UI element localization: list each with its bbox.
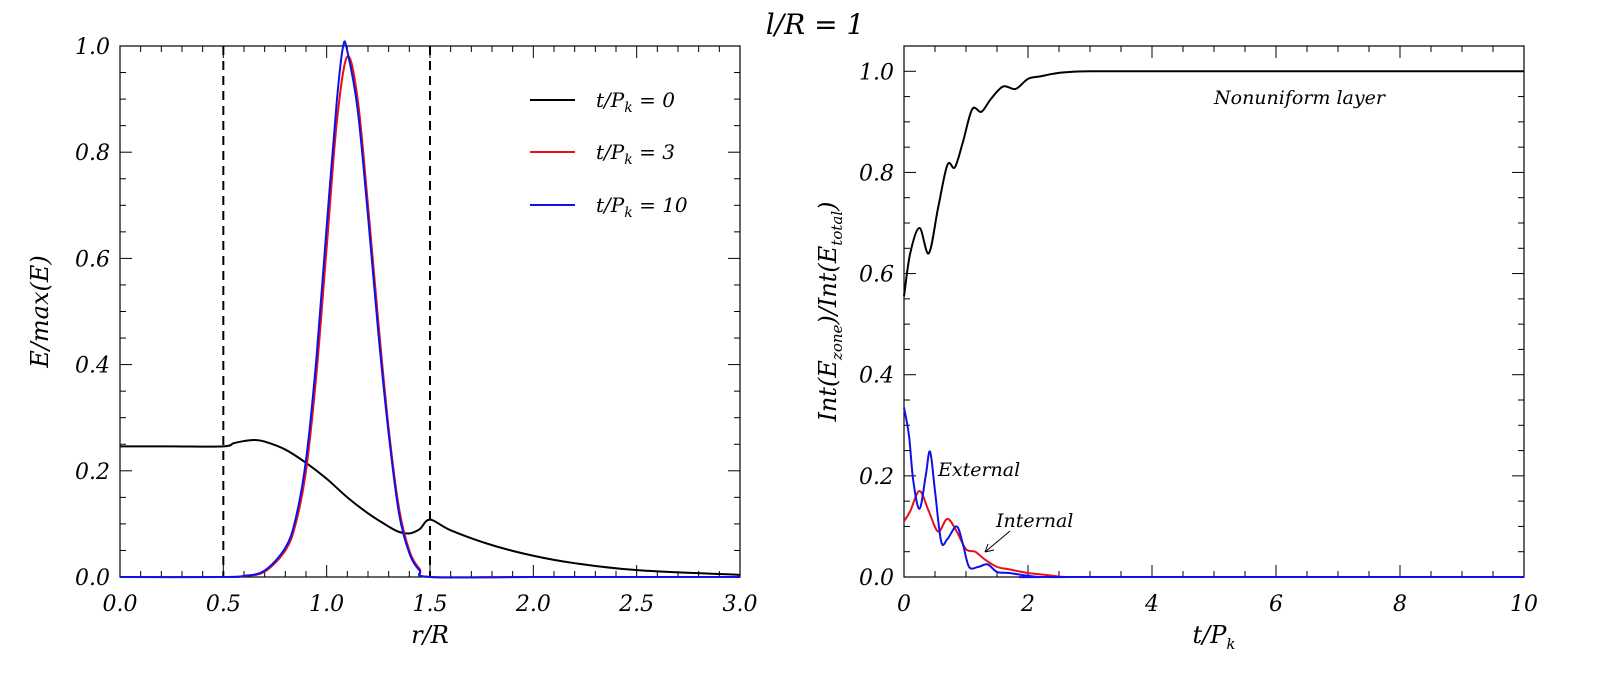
annotation-arrowhead (984, 543, 995, 553)
series-line-2 (903, 407, 1524, 579)
x-tick-label: 1.5 (413, 592, 448, 617)
legend-label: t/Pk = 10 (596, 193, 688, 221)
x-tick-label: 2 (1020, 592, 1035, 617)
y-tick-label: 0.8 (859, 161, 894, 186)
annotation-label: External (937, 459, 1020, 481)
series-line-1 (903, 490, 1524, 579)
legend-label: t/Pk = 3 (596, 140, 675, 168)
x-tick-label: 6 (1269, 592, 1283, 617)
x-axis-label: t/Pk (1193, 621, 1236, 653)
series-line-1 (119, 55, 740, 579)
annotation-arrow (984, 530, 1011, 553)
x-tick-label: 0.5 (206, 592, 241, 617)
y-tick-label: 1.0 (859, 60, 894, 85)
x-tick-label: 0.0 (103, 592, 138, 617)
y-axis-label: E/max(E) (26, 255, 54, 368)
x-tick-label: 4 (1144, 592, 1159, 617)
series-line-0 (903, 70, 1524, 297)
annotation-label: Nonuniform layer (1213, 87, 1387, 109)
right-panel: 0 2 4 6 8 10 0.0 0.2 0.4 0.6 0.8 1.0 t/Pk Int(Ezone)/… (814, 45, 1538, 653)
y-tick-label: 0.2 (859, 465, 894, 490)
y-tick-label: 0.6 (859, 263, 894, 288)
x-axis-label: r/R (411, 621, 449, 649)
x-tick-label: 2.5 (618, 592, 654, 617)
series-line-0 (119, 439, 741, 576)
y-tick-label: 0.8 (75, 141, 110, 166)
y-tick-label: 0.4 (75, 354, 110, 379)
x-tick-label: 10 (1510, 592, 1538, 617)
series-line-2 (119, 40, 740, 579)
left-panel: 0.0 0.5 1.0 1.5 2.0 2.5 3.0 0.0 0.2 0.4 0.6 0.8 1.0 r… (26, 35, 758, 649)
legend-label: t/Pk = 0 (596, 88, 675, 116)
plot-frame (903, 45, 1525, 578)
y-axis-label: Int(Ezone)/Int(Etotal) (814, 201, 846, 422)
x-tick-label: 1.0 (309, 592, 344, 617)
y-tick-label: 0.0 (859, 566, 894, 591)
x-tick-label: 3.0 (723, 592, 758, 617)
x-tick-label: 0 (897, 592, 911, 617)
x-tick-label: 2.0 (515, 592, 551, 617)
y-tick-label: 0.6 (75, 247, 110, 272)
annotation-label: Internal (995, 510, 1073, 532)
x-tick-label: 8 (1393, 592, 1407, 617)
y-tick-label: 0.2 (75, 460, 110, 485)
figure-title: l/R = 1 (766, 8, 865, 41)
y-tick-label: 1.0 (75, 35, 110, 60)
y-tick-label: 0.4 (859, 364, 894, 389)
y-tick-label: 0.0 (75, 566, 110, 591)
